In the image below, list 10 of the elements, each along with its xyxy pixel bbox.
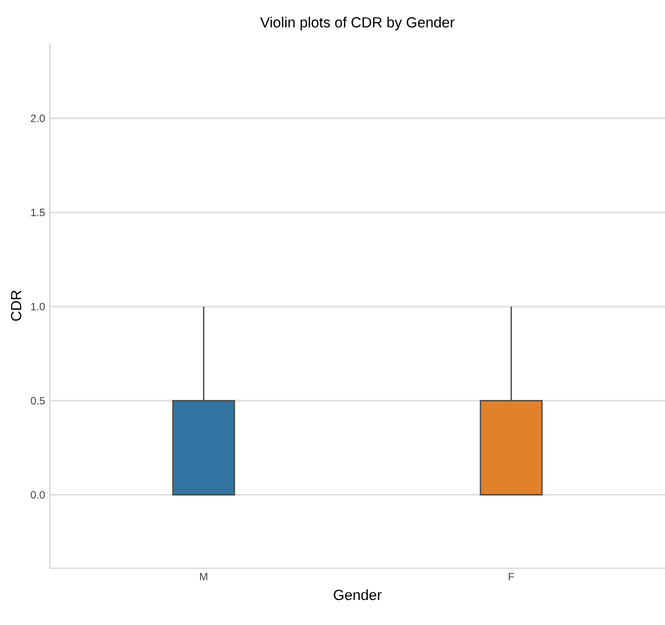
y-tick-label: 1.0: [31, 302, 45, 310]
y-axis-title: CDR: [10, 290, 22, 321]
y-tick-label: 0.5: [30, 396, 45, 404]
chart-title: Violin plots of CDR by Gender: [260, 16, 454, 30]
x-axis-title: Gender: [334, 589, 382, 600]
x-tick-label: M: [200, 572, 208, 580]
y-tick-label: 0.0: [30, 490, 45, 498]
y-tick-label: 1.5: [31, 208, 45, 216]
y-tick-label: 2.0: [30, 114, 45, 122]
x-tick-label: F: [508, 572, 514, 580]
